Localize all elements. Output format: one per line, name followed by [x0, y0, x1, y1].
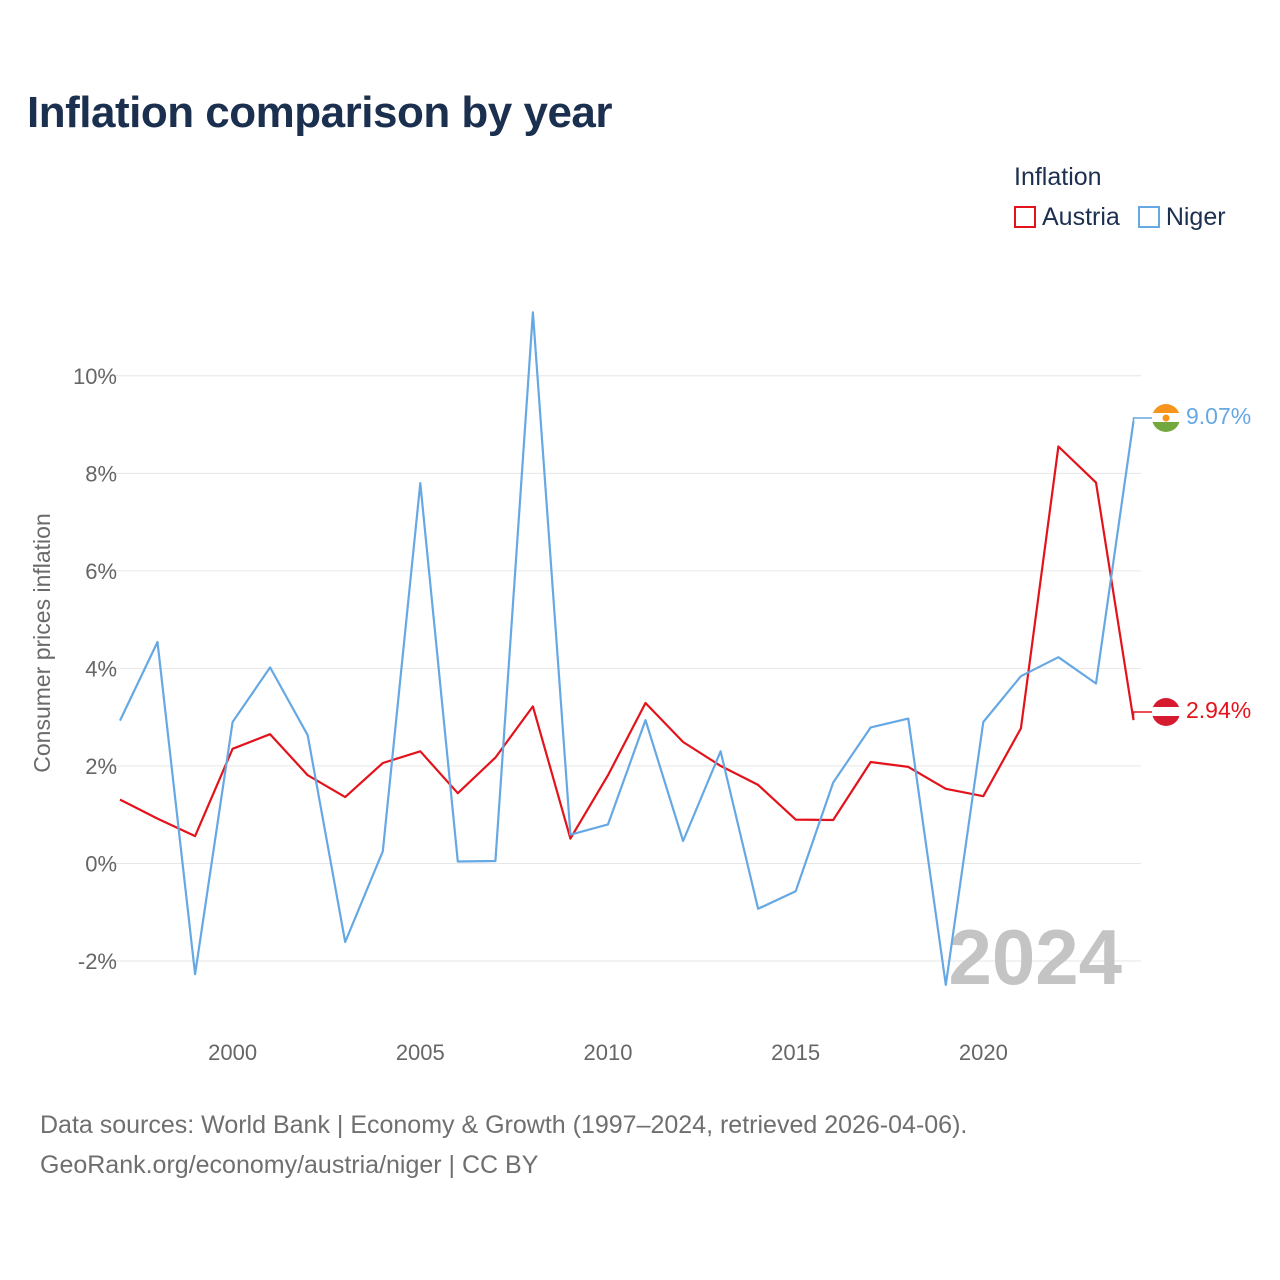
legend-swatch-austria [1014, 206, 1036, 228]
chart-title: Inflation comparison by year [27, 88, 613, 137]
x-tick-label: 2000 [208, 1040, 257, 1065]
legend-swatch-niger [1137, 206, 1160, 228]
legend: Inflation Austria Niger [1014, 160, 1226, 232]
y-tick-label: 6% [85, 559, 117, 584]
y-tick-label: 10% [73, 364, 117, 389]
footer: Data sources: World Bank | Economy & Gro… [40, 1105, 967, 1185]
legend-item-niger[interactable]: Niger [1137, 202, 1226, 232]
end-connector-austria [1132, 711, 1152, 721]
niger-end-value-label: 9.07% [1186, 403, 1251, 429]
y-tick-label: 2% [85, 754, 117, 779]
y-tick-label: 8% [85, 461, 117, 486]
current-year-label: 2024 [948, 913, 1122, 1001]
series-line-niger [119, 311, 1135, 987]
attribution-link[interactable]: GeoRank.org/economy/austria/niger | CC B… [40, 1151, 539, 1179]
x-tick-label: 2010 [584, 1040, 633, 1065]
x-tick-label: 2005 [396, 1040, 445, 1065]
legend-item-austria[interactable]: Austria [1014, 202, 1120, 232]
niger-flag-icon [1152, 404, 1180, 432]
end-connector-niger [1132, 417, 1152, 422]
data-source-note: Data sources: World Bank | Economy & Gro… [40, 1111, 968, 1139]
legend-label-niger: Niger [1165, 203, 1226, 231]
y-tick-label: -2% [78, 949, 117, 974]
x-tick-label: 2015 [771, 1040, 820, 1065]
y-tick-label: 4% [85, 656, 117, 681]
legend-title: Inflation [1014, 163, 1102, 191]
series-line-austria [119, 445, 1135, 840]
austria-flag-icon [1152, 698, 1180, 726]
x-tick-label: 2020 [959, 1040, 1008, 1065]
austria-end-value-label: 2.94% [1186, 697, 1251, 723]
legend-label-austria: Austria [1042, 203, 1120, 231]
y-axis-label: Consumer prices inflation [29, 513, 55, 773]
y-tick-label: 0% [85, 851, 117, 876]
